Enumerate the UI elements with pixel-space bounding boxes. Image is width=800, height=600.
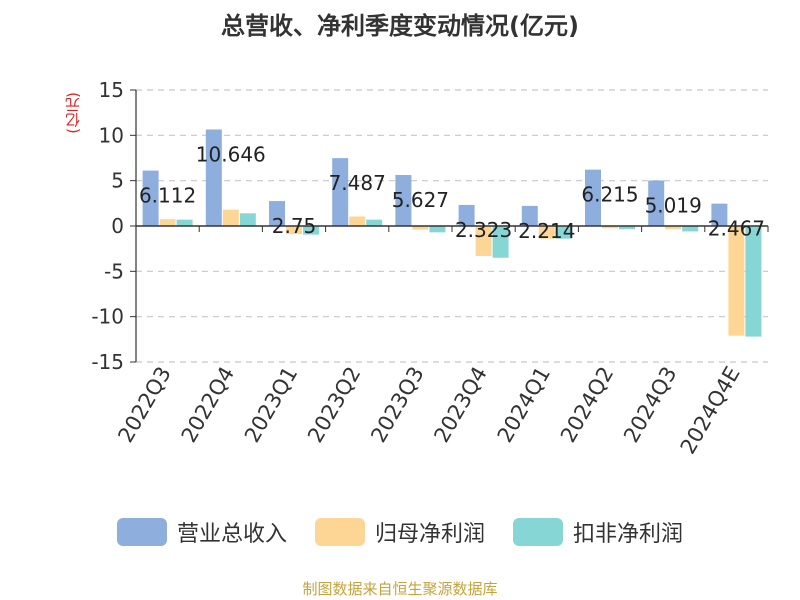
bar-net-profit	[475, 226, 492, 256]
bar-net-profit	[412, 226, 429, 230]
bar-net-profit	[538, 226, 555, 239]
bar-deducted-profit	[429, 226, 446, 233]
legend-label-revenue: 营业总收入	[176, 522, 287, 547]
bar-net-profit	[665, 226, 682, 230]
x-tick-label: 2023Q3	[366, 363, 428, 447]
bar-deducted-profit	[682, 226, 699, 232]
legend-label-net-profit: 归母净利润	[374, 522, 485, 547]
x-tick-label: 2024Q3	[619, 363, 681, 447]
data-label: 6.112	[139, 184, 196, 208]
x-tick-label: 2024Q1	[493, 363, 555, 447]
y-tick-label: 10	[99, 123, 124, 147]
bar-net-profit	[222, 209, 239, 226]
bar-deducted-profit	[303, 226, 319, 235]
data-label: 2.467	[708, 217, 765, 241]
data-label: 5.019	[645, 193, 702, 217]
y-tick-label: -15	[91, 350, 124, 374]
y-tick-label: -5	[104, 259, 124, 283]
bar-revenue	[332, 158, 349, 226]
bar-net-profit	[286, 226, 302, 235]
x-tick-label: 2023Q1	[240, 363, 302, 447]
data-label: 2.75	[272, 214, 317, 238]
x-tick-label: 2024Q4E	[676, 363, 745, 459]
data-label: 2.323	[455, 218, 512, 242]
bar-revenue	[521, 205, 538, 226]
data-label: 7.487	[329, 171, 386, 195]
x-tick-label: 2023Q4	[429, 362, 491, 446]
bar-revenue	[458, 204, 475, 226]
bar-net-profit	[728, 226, 745, 336]
x-tick-label: 2024Q2	[556, 363, 618, 447]
legend-item-net-profit[interactable]: 归母净利润	[314, 516, 485, 548]
bar-deducted-profit	[619, 226, 635, 230]
y-tick-label: 5	[111, 169, 124, 193]
legend-item-revenue[interactable]: 营业总收入	[116, 516, 287, 548]
legend-swatch-revenue	[116, 518, 167, 546]
legend-item-deducted-profit[interactable]: 扣非净利润	[513, 516, 683, 548]
bar-deducted-profit	[492, 226, 509, 258]
bar-revenue	[142, 170, 159, 226]
bar-revenue	[711, 203, 728, 226]
legend-label-deducted-profit: 扣非净利润	[573, 522, 684, 547]
data-label: 6.215	[581, 183, 638, 207]
y-tick-label: 15	[99, 78, 124, 102]
data-label: 2.214	[518, 219, 575, 243]
bar-deducted-profit	[239, 213, 256, 226]
legend: 营业总收入 归母净利润 扣非净利润	[0, 516, 800, 548]
data-source-note: 制图数据来自恒生聚源数据库	[302, 580, 498, 598]
legend-swatch-net-profit	[314, 518, 365, 546]
y-tick-label: -10	[91, 305, 124, 329]
bar-revenue	[269, 201, 285, 226]
legend-swatch-deducted-profit	[513, 518, 563, 546]
bar-revenue	[648, 180, 665, 226]
chart-title: 总营收、净利季度变动情况(亿元)	[221, 12, 579, 40]
x-tick-label: 2022Q3	[113, 363, 175, 447]
bar-revenue	[205, 129, 222, 226]
bar-net-profit	[602, 226, 618, 229]
y-tick-label: 0	[111, 214, 124, 238]
x-tick-label: 2023Q2	[303, 363, 365, 447]
bar-revenue	[585, 169, 601, 226]
x-tick-label: 2022Q4	[177, 363, 239, 447]
bar-deducted-profit	[366, 219, 383, 226]
data-label: 10.646	[196, 142, 266, 166]
bar-net-profit	[159, 219, 176, 226]
data-label: 5.627	[392, 188, 449, 212]
bar-deducted-profit	[176, 219, 193, 226]
bar-deducted-profit	[745, 226, 762, 337]
bar-revenue	[395, 174, 412, 226]
bar-deducted-profit	[555, 226, 572, 239]
bar-net-profit	[349, 216, 366, 226]
